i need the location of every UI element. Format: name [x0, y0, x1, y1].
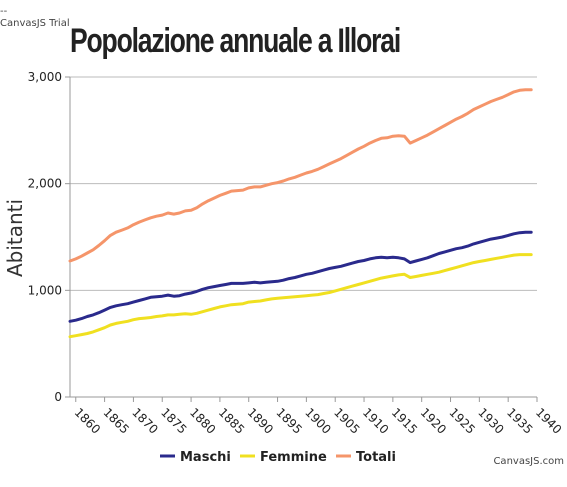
x-tick-label: 1935: [504, 405, 535, 436]
x-tick-label: 1880: [187, 405, 218, 436]
series-line-femmine: [68, 253, 533, 339]
y-axis: 0 1,000 2,000 3,000: [28, 70, 71, 404]
y-axis-label: Abitanti: [3, 199, 27, 277]
x-tick-label: 1895: [273, 405, 304, 436]
credit-link[interactable]: CanvasJS.com: [493, 456, 564, 467]
series-lines: [68, 88, 533, 339]
x-tick-label: 1920: [418, 405, 449, 436]
x-tick-label: 1910: [360, 405, 391, 436]
legend-label-femmine[interactable]: Femmine: [260, 450, 327, 465]
x-tick-label: 1930: [475, 405, 506, 436]
series-line-totali: [68, 88, 533, 263]
x-tick-label: 1925: [446, 405, 477, 436]
x-tick-label: 1870: [129, 405, 160, 436]
y-tick-label: 0: [54, 390, 62, 404]
y-tick-label: 3,000: [28, 70, 62, 84]
x-axis: 1860186518701875188018851890189519001905…: [72, 397, 564, 437]
x-tick-label: 1915: [389, 405, 420, 436]
x-tick-label: 1940: [533, 405, 564, 436]
legend-label-maschi[interactable]: Maschi: [180, 450, 231, 465]
x-tick-label: 1865: [100, 405, 131, 436]
y-tick-label: 2,000: [28, 177, 62, 191]
chart-title: Popolazione annuale a Illorai: [70, 22, 401, 60]
x-tick-label: 1860: [72, 405, 103, 436]
series-line-maschi: [68, 230, 533, 323]
x-tick-label: 1890: [245, 405, 276, 436]
legend: Maschi Femmine Totali: [160, 450, 396, 465]
x-tick-label: 1885: [216, 405, 247, 436]
x-tick-label: 1875: [158, 405, 189, 436]
x-tick-label: 1900: [302, 405, 333, 436]
y-tick-label: 1,000: [28, 283, 62, 297]
grid-lines: [70, 76, 537, 398]
trial-watermark: -- CanvasJS Trial: [0, 6, 70, 29]
legend-label-totali[interactable]: Totali: [356, 450, 396, 465]
x-tick-label: 1905: [331, 405, 362, 436]
